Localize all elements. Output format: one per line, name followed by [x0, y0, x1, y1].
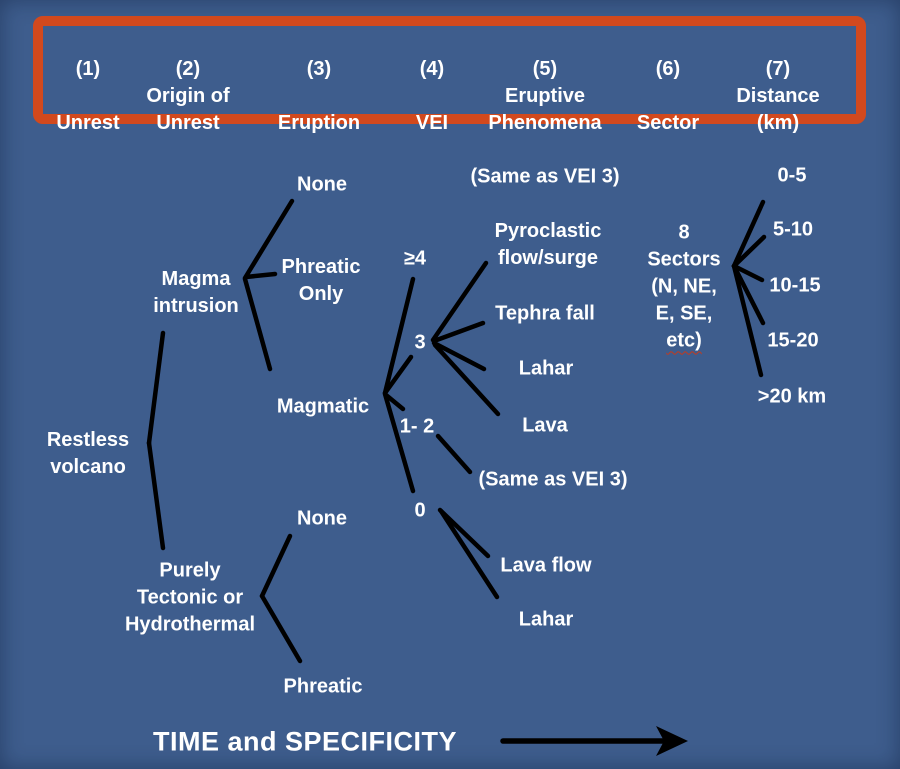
- column-number: (5): [532, 58, 558, 80]
- tree-node-vei-ge4: ≥4: [403, 247, 427, 270]
- column-label: Unrest: [156, 112, 220, 134]
- time-axis-label: TIME and SPECIFICITY: [152, 726, 458, 757]
- column-label-mid: Origin of: [146, 85, 230, 107]
- tree-node-pyroclastic: Pyroclastic flow/surge: [494, 220, 602, 269]
- edge-vei3-to-lava: [432, 342, 501, 417]
- tree-node-vei-0: 0: [414, 499, 426, 522]
- column-label: Unrest: [56, 112, 120, 134]
- tree-node-magmatic: Magmatic: [276, 395, 370, 418]
- edge-vei3-to-lahar: [431, 340, 487, 372]
- edge-magmatic-to-12: [383, 392, 406, 412]
- edge-magmatic-to-0: [382, 391, 416, 494]
- tree-node-none-bottom: None: [297, 507, 347, 530]
- tree-node-same-as-vei3-top: (Same as VEI 3): [470, 165, 620, 188]
- header-column-unrest: (1) Unrest: [56, 56, 119, 137]
- edge-vei3-to-tephra: [431, 320, 486, 344]
- column-label: VEI: [415, 112, 449, 134]
- tree-node-sectors: 8 Sectors (N, NE, E, SE, etc): [647, 220, 720, 355]
- column-label: Eruption: [277, 112, 361, 134]
- header-column-sector: (6) Sector: [637, 56, 699, 137]
- tree-node-phreatic-bottom: Phreatic: [283, 675, 363, 698]
- column-label-mid: [278, 83, 360, 110]
- edge-magmatic-to-ge4: [382, 276, 416, 396]
- tree-node-lava-flow: Lava flow: [500, 554, 592, 577]
- tree-node-tephra-fall: Tephra fall: [495, 302, 595, 325]
- column-label: Sector: [636, 112, 700, 134]
- time-arrow-head: [656, 726, 688, 756]
- edge-sector-to-15-20: [731, 263, 766, 326]
- header-column-distance: (7) Distance (km): [736, 56, 819, 137]
- edge-sector-to-gt20: [731, 263, 764, 378]
- column-label-mid: Eruptive: [504, 85, 586, 107]
- column-number: (2): [175, 58, 201, 80]
- tree-node-distance-10-15: 10-15: [769, 274, 821, 297]
- time-arrow: [500, 726, 688, 756]
- column-number: (7): [765, 58, 791, 80]
- tree-node-magma-intrusion: Magma intrusion: [153, 268, 239, 317]
- column-number: (6): [655, 58, 681, 80]
- tree-node-distance-5-10: 5-10: [772, 218, 814, 241]
- column-label-mid: [416, 83, 448, 110]
- header-column-origin: (2) Origin of Unrest: [146, 56, 229, 137]
- column-label: (km): [756, 112, 800, 134]
- column-label-mid: Distance: [736, 85, 820, 107]
- tree-node-vei-1-2: 1- 2: [399, 415, 435, 438]
- edge-magmatic-to-3: [382, 354, 414, 396]
- tree-node-lahar-mid: Lahar: [518, 357, 574, 380]
- header-column-vei: (4) VEI: [416, 56, 448, 137]
- column-number: (3): [306, 58, 332, 80]
- tree-node-purely-tectonic: Purely Tectonic or Hydrothermal: [124, 559, 256, 636]
- tree-node-restless-volcano: Restless volcano: [46, 429, 130, 478]
- sectors-etc-text: etc): [666, 329, 702, 352]
- header-box: (1) Unrest (2) Origin of Unrest (3) Erup…: [33, 16, 866, 134]
- edge-vei12-to-same: [435, 433, 473, 475]
- edge-purely-to-none: [259, 533, 293, 599]
- tree-node-distance-0-5: 0-5: [777, 164, 807, 187]
- column-label-mid: [56, 83, 119, 110]
- column-number: (4): [419, 58, 445, 80]
- edge-vei0-to-lahar: [438, 508, 500, 600]
- edge-sector-to-0-5: [731, 199, 766, 269]
- tree-node-lahar-bottom: Lahar: [518, 608, 574, 631]
- edge-magma-to-none: [242, 198, 295, 281]
- column-number: (1): [75, 58, 101, 80]
- tree-node-vei-3: 3: [414, 331, 426, 354]
- column-label: Phenomena: [488, 112, 602, 134]
- tree-node-distance-gt20: >20 km: [757, 385, 827, 408]
- tree-node-distance-15-20: 15-20: [767, 329, 819, 352]
- edge-magma-to-phreatic-only: [243, 271, 278, 280]
- edge-purely-to-phreatic: [259, 593, 303, 664]
- tree-node-same-as-vei3-bottom: (Same as VEI 3): [478, 468, 628, 491]
- sectors-main-text: 8 Sectors (N, NE, E, SE,: [647, 221, 721, 325]
- tree-node-lava: Lava: [522, 414, 568, 437]
- edge-sector-to-5-10: [731, 234, 767, 269]
- tree-node-none-top: None: [297, 173, 347, 196]
- edge-restless-to-purely: [146, 440, 166, 551]
- header-column-phenomena: (5) Eruptive Phenomena: [488, 56, 601, 137]
- column-label-mid: [637, 83, 699, 110]
- header-column-eruption: (3) Eruption: [278, 56, 360, 137]
- edge-vei3-to-pyroclastic: [430, 260, 489, 343]
- edge-magma-to-magmatic: [242, 276, 273, 372]
- edge-restless-to-magma: [146, 330, 166, 446]
- tree-node-phreatic-only: Phreatic Only: [281, 256, 361, 305]
- edge-sector-to-10-15: [731, 263, 765, 283]
